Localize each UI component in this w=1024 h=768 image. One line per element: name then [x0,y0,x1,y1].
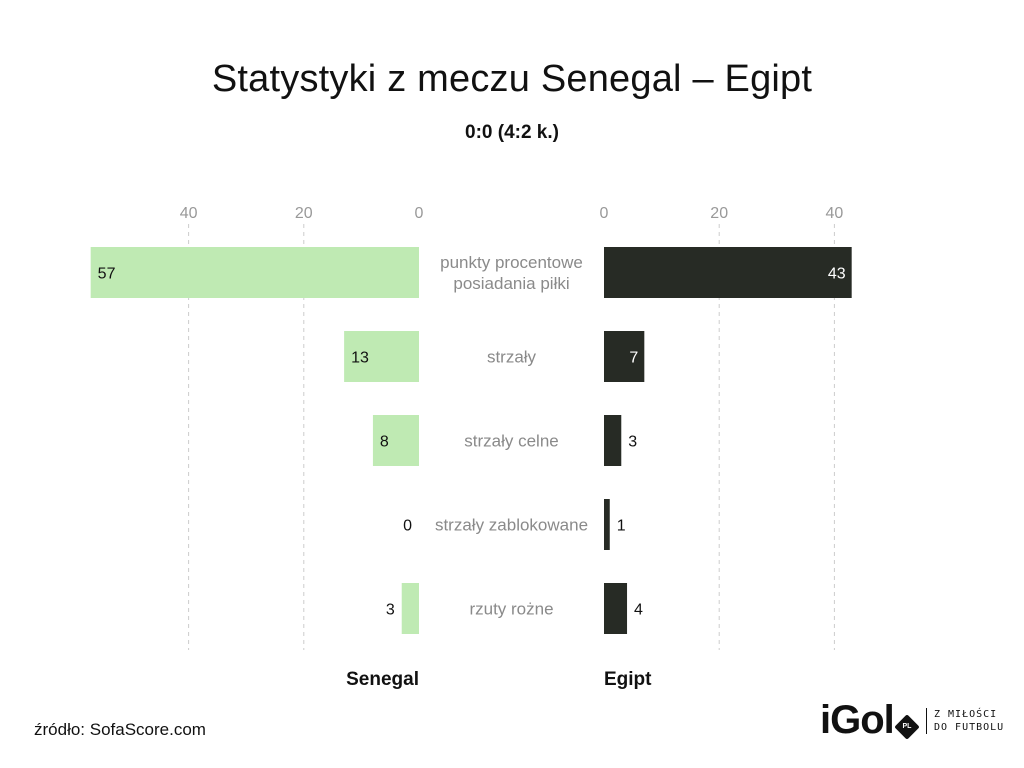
logo-wordmark: iGol [820,698,895,742]
logo-divider [926,708,927,734]
bar-egipt [604,331,645,382]
bar-senegal [401,583,419,634]
bar-egipt [604,583,628,634]
x-tick-label-left: 0 [415,205,424,222]
bar-senegal [344,331,419,382]
bar-egipt [604,247,852,298]
category-label: strzały zablokowane [435,516,588,535]
series-label-senegal: Senegal [346,669,419,690]
data-label-egipt: 43 [828,266,846,283]
bar-egipt [604,415,622,466]
bar-senegal [90,247,420,298]
bar-egipt [604,499,610,550]
x-tick-label-right: 20 [710,205,728,222]
x-tick-label-right: 0 [600,205,609,222]
bar-senegal [372,415,419,466]
logo-tagline: Z MIŁOŚCI DO FUTBOLU [934,709,1005,733]
data-label-senegal: 3 [386,602,395,619]
category-label: punkty procentowe [440,253,583,272]
series-label-egipt: Egipt [604,669,652,690]
logo-pl-badge-icon: PL [894,714,920,740]
data-label-senegal: 0 [403,518,412,535]
data-label-egipt: 1 [617,518,626,535]
data-label-egipt: 3 [628,434,637,451]
page-title: Statystyki z meczu Senegal – Egipt [211,58,813,100]
category-label: posiadania piłki [453,274,569,293]
data-label-egipt: 4 [634,602,643,619]
page-subtitle: 0:0 (4:2 k.) [465,122,559,143]
category-label: strzały celne [464,432,558,451]
x-tick-label-right: 40 [826,205,844,222]
x-tick-label-left: 40 [180,205,198,222]
data-label-senegal: 57 [98,266,116,283]
igol-logo[interactable]: iGol PL Z MIŁOŚCI DO FUTBOLU [820,698,1010,748]
data-label-egipt: 7 [629,350,638,367]
category-label: strzały [487,348,537,367]
x-tick-label-left: 20 [295,205,313,222]
data-label-senegal: 8 [380,434,389,451]
source-note: źródło: SofaScore.com [34,720,206,739]
data-label-senegal: 13 [351,350,369,367]
category-label: rzuty rożne [469,600,553,619]
